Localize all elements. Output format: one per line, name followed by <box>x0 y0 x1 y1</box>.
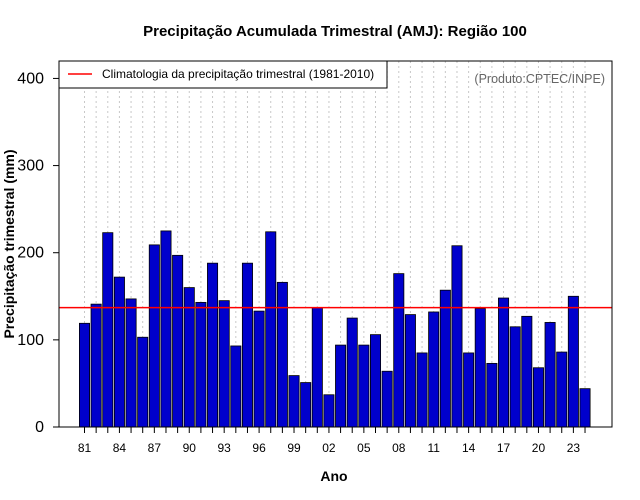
bar-90 <box>183 287 195 428</box>
bar-12 <box>439 289 451 428</box>
x-tick-label-02: 02 <box>322 441 336 455</box>
chart-title: Precipitação Acumulada Trimestral (AMJ):… <box>143 23 527 40</box>
bar-11 <box>428 311 440 428</box>
y-tick-label-0: 0 <box>35 419 44 436</box>
bar-83 <box>102 232 114 428</box>
bar-01 <box>311 307 323 428</box>
x-tick-label-87: 87 <box>148 441 162 455</box>
x-axis: 81 84 87 90 93 96 99 02 05 08 11 14 17 20 23 <box>78 426 586 455</box>
bar-22 <box>556 351 568 428</box>
x-tick-label-81: 81 <box>78 441 92 455</box>
legend-label: Climatologia da precipitação trimestral … <box>102 67 374 81</box>
x-tick-label-90: 90 <box>183 441 197 455</box>
y-axis-label: Precipitação trimestral (mm) <box>1 149 17 338</box>
bar-89 <box>172 254 184 428</box>
bar-82 <box>90 303 102 428</box>
y-tick-label-300: 300 <box>17 158 44 175</box>
bar-02 <box>323 394 335 428</box>
bar-93 <box>218 300 230 428</box>
bar-18 <box>509 326 521 428</box>
y-tick-label-400: 400 <box>17 70 44 87</box>
bar-84 <box>113 276 125 428</box>
credit-text: (Produto:CPTEC/INPE) <box>474 72 605 86</box>
bar-99 <box>288 375 300 428</box>
bar-91 <box>195 301 207 428</box>
x-tick-label-08: 08 <box>392 441 406 455</box>
bar-85 <box>125 298 137 428</box>
x-tick-label-17: 17 <box>497 441 511 455</box>
x-tick-label-11: 11 <box>427 441 440 455</box>
bar-14 <box>463 352 475 428</box>
bar-04 <box>346 317 358 428</box>
bar-98 <box>276 281 288 428</box>
legend: Climatologia da precipitação trimestral … <box>58 60 388 89</box>
bar-13 <box>451 245 463 428</box>
bar-06 <box>369 334 381 428</box>
bar-03 <box>335 344 347 428</box>
bar-20 <box>532 367 544 428</box>
x-tick-label-96: 96 <box>252 441 266 455</box>
x-tick-label-05: 05 <box>357 441 371 455</box>
bar-94 <box>230 345 242 428</box>
bar-08 <box>393 273 405 428</box>
bar-15 <box>474 308 486 428</box>
x-tick-label-93: 93 <box>218 441 232 455</box>
bar-19 <box>521 315 533 428</box>
bar-17 <box>498 297 510 428</box>
y-axis: 0 100 200 300 400 <box>17 70 60 436</box>
x-tick-label-14: 14 <box>462 441 476 455</box>
y-tick-label-100: 100 <box>17 332 44 349</box>
bar-07 <box>381 370 393 428</box>
bar-86 <box>137 336 149 428</box>
x-tick-label-99: 99 <box>287 441 301 455</box>
bars <box>79 230 591 428</box>
bar-95 <box>241 262 253 428</box>
x-tick-label-84: 84 <box>113 441 127 455</box>
bar-81 <box>79 322 91 428</box>
bar-97 <box>265 231 277 428</box>
bar-87 <box>148 244 160 428</box>
bar-09 <box>404 314 416 428</box>
legend-box <box>58 60 388 89</box>
bar-88 <box>160 230 172 428</box>
bar-10 <box>416 352 428 428</box>
bar-24 <box>579 388 591 428</box>
y-tick-label-200: 200 <box>17 245 44 262</box>
x-axis-label: Ano <box>320 468 347 484</box>
bar-23 <box>567 295 579 428</box>
bar-92 <box>207 262 219 428</box>
x-tick-label-20: 20 <box>532 441 546 455</box>
bar-00 <box>300 382 312 428</box>
bar-96 <box>253 310 265 428</box>
bar-21 <box>544 322 556 428</box>
x-tick-label-23: 23 <box>567 441 581 455</box>
bar-16 <box>486 362 498 428</box>
bar-05 <box>358 344 370 428</box>
